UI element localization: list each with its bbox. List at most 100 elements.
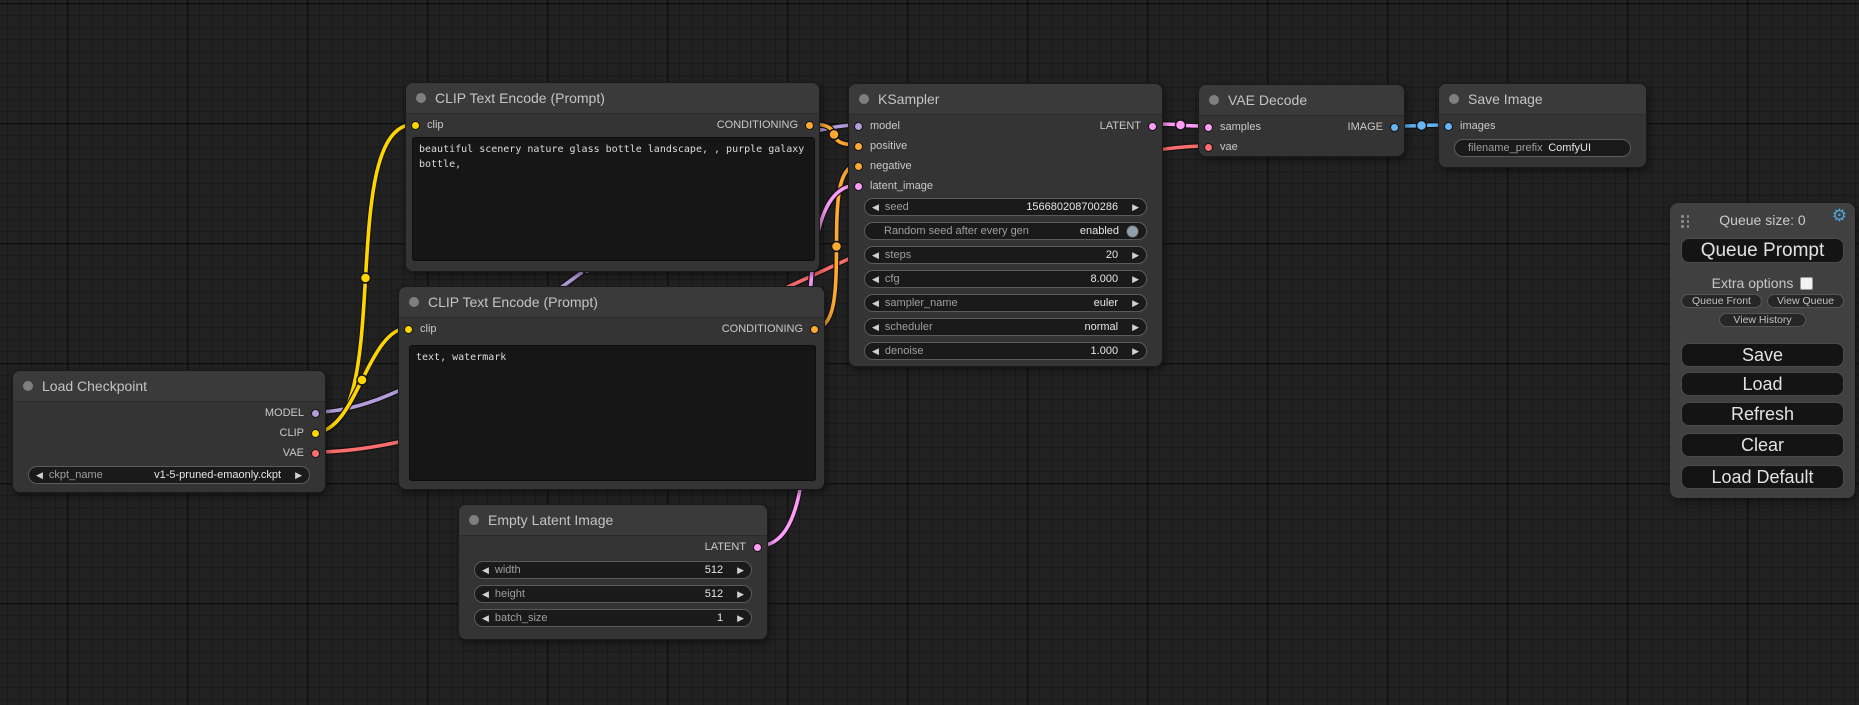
- output-slot-dot[interactable]: [311, 448, 320, 458]
- load-checkpoint-widget-ckpt_name[interactable]: ◀ ckpt_name v1-5-pruned-emaonly.ckpt ▶: [28, 466, 310, 484]
- collapse-dot-icon[interactable]: [1449, 94, 1459, 104]
- clip-text-encode-negative-input-clip: clip: [404, 320, 437, 338]
- input-slot-dot[interactable]: [854, 121, 863, 131]
- input-slot-dot[interactable]: [404, 324, 413, 334]
- clip-text-encode-negative-title-bar[interactable]: CLIP Text Encode (Prompt): [399, 287, 824, 318]
- input-slot-dot[interactable]: [854, 141, 863, 151]
- vae-decode-title-bar[interactable]: VAE Decode: [1199, 85, 1404, 116]
- clip-link-negative-midpoint-dot[interactable]: [356, 374, 368, 386]
- node-save-image[interactable]: Save Image images filename_prefix ComfyUI: [1438, 83, 1647, 168]
- decrement-arrow-icon[interactable]: ◀: [482, 565, 489, 575]
- clear-button[interactable]: Clear: [1681, 433, 1844, 457]
- widget-value: 8.000: [1090, 273, 1119, 285]
- output-slot-dot[interactable]: [810, 324, 819, 334]
- ksampler-widget-cfg[interactable]: ◀ cfg 8.000 ▶: [864, 270, 1147, 288]
- widget-value: 156680208700286: [1026, 201, 1119, 213]
- decrement-arrow-icon[interactable]: ◀: [872, 322, 879, 332]
- load-button[interactable]: Load: [1681, 372, 1844, 396]
- clip-text-encode-negative-prompt-textarea[interactable]: text, watermark: [409, 345, 816, 481]
- view-queue-button[interactable]: View Queue: [1767, 294, 1844, 308]
- empty-latent-image-widget-height[interactable]: ◀ height 512 ▶: [474, 585, 752, 603]
- settings-gear-icon[interactable]: ⚙: [1831, 206, 1847, 226]
- queue-prompt-button[interactable]: Queue Prompt: [1681, 238, 1844, 263]
- clip-link-positive-midpoint-dot[interactable]: [359, 272, 372, 284]
- input-slot-dot[interactable]: [411, 120, 420, 130]
- collapse-dot-icon[interactable]: [416, 93, 426, 103]
- collapse-dot-icon[interactable]: [409, 297, 419, 307]
- input-slot-dot[interactable]: [854, 181, 863, 191]
- increment-arrow-icon[interactable]: ▶: [1132, 250, 1139, 260]
- node-ksampler[interactable]: KSampler model positive negative latent_imag…: [848, 83, 1163, 367]
- negative-conditioning-link-midpoint-dot[interactable]: [830, 240, 843, 253]
- slot-label: CONDITIONING: [721, 323, 803, 335]
- clip-link-negative: [315, 326, 409, 434]
- input-slot-dot[interactable]: [1204, 122, 1213, 132]
- output-slot-dot[interactable]: [311, 428, 320, 438]
- increment-arrow-icon[interactable]: ▶: [1132, 202, 1139, 212]
- decrement-arrow-icon[interactable]: ◀: [872, 346, 879, 356]
- collapse-dot-icon[interactable]: [1209, 95, 1219, 105]
- ksampler-title-bar[interactable]: KSampler: [849, 84, 1162, 115]
- increment-arrow-icon[interactable]: ▶: [737, 589, 744, 599]
- increment-arrow-icon[interactable]: ▶: [295, 470, 302, 480]
- output-slot-dot[interactable]: [311, 408, 320, 418]
- increment-arrow-icon[interactable]: ▶: [1132, 322, 1139, 332]
- clip-text-encode-positive-title-bar[interactable]: CLIP Text Encode (Prompt): [406, 83, 819, 114]
- decrement-arrow-icon[interactable]: ◀: [872, 250, 879, 260]
- save-image-widget-filename_prefix[interactable]: filename_prefix ComfyUI: [1454, 139, 1631, 157]
- load-checkpoint-title-bar[interactable]: Load Checkpoint: [13, 371, 325, 402]
- increment-arrow-icon[interactable]: ▶: [1132, 346, 1139, 356]
- node-vae-decode[interactable]: VAE Decode samples vae IMAGE: [1198, 84, 1405, 157]
- output-slot-dot[interactable]: [1390, 122, 1399, 132]
- ksampler-widget-scheduler[interactable]: ◀ scheduler normal ▶: [864, 318, 1147, 336]
- latent-samples-link-midpoint-dot[interactable]: [1174, 119, 1187, 131]
- panel-drag-handle-icon[interactable]: [1681, 215, 1690, 228]
- queue-front-button[interactable]: Queue Front: [1681, 294, 1762, 308]
- decrement-arrow-icon[interactable]: ◀: [482, 613, 489, 623]
- vae-decode-input-samples: samples: [1204, 118, 1261, 136]
- decrement-arrow-icon[interactable]: ◀: [872, 202, 879, 212]
- ksampler-widget-random-seed-after-every-gen[interactable]: Random seed after every gen enabled: [864, 222, 1147, 240]
- empty-latent-image-widget-width[interactable]: ◀ width 512 ▶: [474, 561, 752, 579]
- collapse-dot-icon[interactable]: [859, 94, 869, 104]
- input-slot-dot[interactable]: [1204, 142, 1213, 152]
- positive-conditioning-link-midpoint-dot[interactable]: [828, 128, 840, 141]
- refresh-button[interactable]: Refresh: [1681, 402, 1844, 426]
- ksampler-widget-seed[interactable]: ◀ seed 156680208700286 ▶: [864, 198, 1147, 216]
- decrement-arrow-icon[interactable]: ◀: [36, 470, 43, 480]
- node-empty-latent-image[interactable]: Empty Latent Image LATENT ◀ width 512 ▶ ◀ heigh…: [458, 504, 768, 640]
- ksampler-widget-sampler_name[interactable]: ◀ sampler_name euler ▶: [864, 294, 1147, 312]
- increment-arrow-icon[interactable]: ▶: [1132, 274, 1139, 284]
- output-slot-dot[interactable]: [1148, 121, 1157, 131]
- node-clip-text-encode-negative[interactable]: CLIP Text Encode (Prompt) clip CONDITIONIN…: [398, 286, 825, 490]
- extra-options-checkbox[interactable]: [1800, 276, 1814, 290]
- save-image-title-bar[interactable]: Save Image: [1439, 84, 1646, 115]
- output-slot-dot[interactable]: [805, 120, 814, 130]
- output-slot-dot[interactable]: [753, 542, 762, 552]
- input-slot-dot[interactable]: [854, 161, 863, 171]
- ksampler-widget-denoise[interactable]: ◀ denoise 1.000 ▶: [864, 342, 1147, 360]
- collapse-dot-icon[interactable]: [23, 381, 33, 391]
- image-link-midpoint-dot[interactable]: [1415, 119, 1428, 132]
- node-clip-text-encode-positive[interactable]: CLIP Text Encode (Prompt) clip CONDITIONIN…: [405, 82, 820, 272]
- node-load-checkpoint[interactable]: Load Checkpoint MODEL CLIP VAE ◀ ckpt_name v1-…: [12, 370, 326, 493]
- ksampler-widget-steps[interactable]: ◀ steps 20 ▶: [864, 246, 1147, 264]
- clip-text-encode-positive-prompt-textarea[interactable]: beautiful scenery nature glass bottle la…: [412, 137, 815, 261]
- increment-arrow-icon[interactable]: ▶: [737, 565, 744, 575]
- empty-latent-image-title-bar[interactable]: Empty Latent Image: [459, 505, 767, 536]
- collapse-dot-icon[interactable]: [469, 515, 479, 525]
- decrement-arrow-icon[interactable]: ◀: [872, 274, 879, 284]
- empty-latent-image-widget-batch_size[interactable]: ◀ batch_size 1 ▶: [474, 609, 752, 627]
- increment-arrow-icon[interactable]: ▶: [1132, 298, 1139, 308]
- load-default-button[interactable]: Load Default: [1681, 465, 1844, 489]
- toggle-knob-icon[interactable]: [1126, 224, 1139, 238]
- decrement-arrow-icon[interactable]: ◀: [482, 589, 489, 599]
- slot-label: samples: [1220, 121, 1261, 133]
- save-button[interactable]: Save: [1681, 343, 1844, 367]
- input-slot-dot[interactable]: [1444, 121, 1453, 131]
- decrement-arrow-icon[interactable]: ◀: [872, 298, 879, 308]
- increment-arrow-icon[interactable]: ▶: [737, 613, 744, 623]
- view-history-button[interactable]: View History: [1719, 313, 1806, 327]
- widget-label: ckpt_name: [48, 469, 103, 481]
